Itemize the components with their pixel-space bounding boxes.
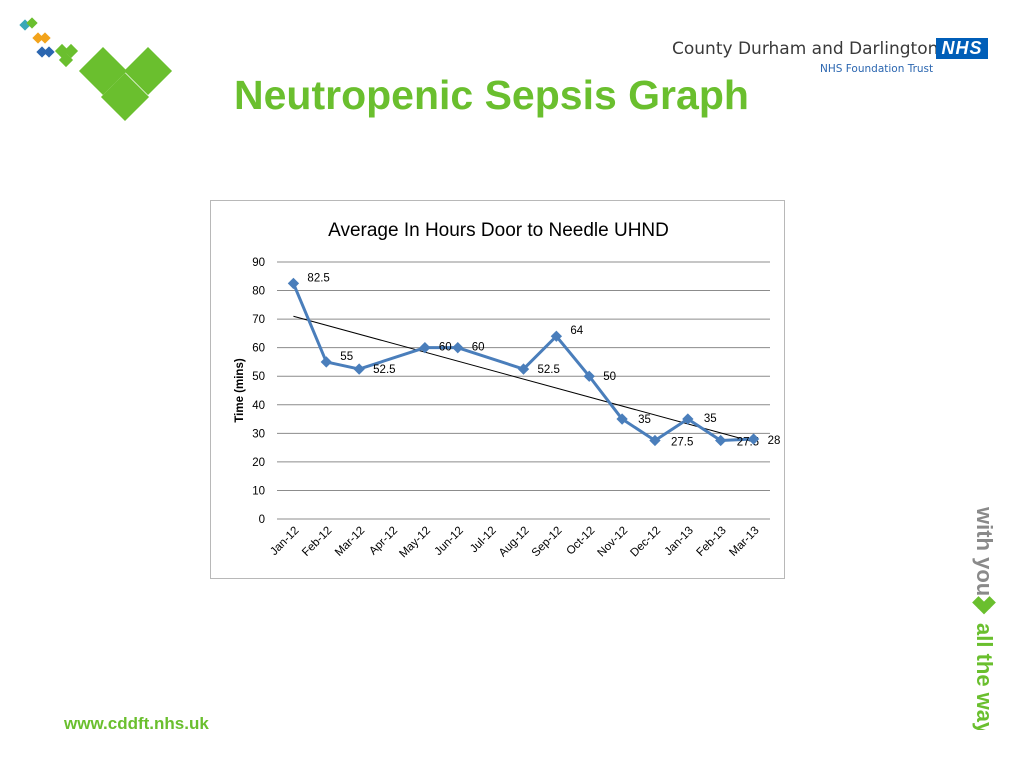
data-point <box>649 434 661 447</box>
x-tick-label: Jan-12 <box>268 525 301 558</box>
tagline-part2: all the way <box>972 623 997 730</box>
slide-title: Neutropenic Sepsis Graph <box>234 72 749 118</box>
data-point <box>550 330 563 342</box>
chart-frame: Average In Hours Door to Needle UHND 0 10 2… <box>210 200 785 579</box>
data-point <box>452 342 464 354</box>
data-point <box>616 413 628 425</box>
data-label: 35 <box>704 413 717 425</box>
data-point <box>419 342 431 354</box>
line-chart: Average In Hours Door to Needle UHND 0 10 2… <box>234 220 781 561</box>
data-label: 52.5 <box>538 364 560 376</box>
x-tick-label: Feb-12 <box>300 525 334 559</box>
y-tick-label: 10 <box>252 485 265 497</box>
y-tick-label: 0 <box>259 514 265 526</box>
x-tick-label: Dec-12 <box>628 525 663 560</box>
y-tick-label: 50 <box>252 371 265 383</box>
y-tick-label: 20 <box>252 457 265 469</box>
footer-url-link[interactable]: www.cddft.nhs.uk <box>64 714 209 733</box>
x-tick-label: Mar-12 <box>333 525 367 559</box>
data-label: 60 <box>439 342 452 354</box>
data-point <box>287 277 300 290</box>
org-name: County Durham and Darlington <box>672 39 939 59</box>
x-tick-label: Mar-13 <box>727 525 761 559</box>
data-label: 55 <box>340 351 353 363</box>
data-label: 35 <box>638 414 651 426</box>
data-point <box>353 363 365 375</box>
data-point <box>682 413 694 425</box>
tagline-heart-icon <box>972 596 996 615</box>
tagline: with you all the way <box>972 506 997 730</box>
data-label: 28 <box>768 435 781 447</box>
x-tick-label: Apr-12 <box>367 525 400 558</box>
tagline-part1: with you <box>972 506 997 596</box>
x-tick-label: Nov-12 <box>596 525 631 560</box>
org-subtitle: NHS Foundation Trust <box>820 63 934 75</box>
x-tick-label: Jan-13 <box>663 525 696 558</box>
y-tick-label: 90 <box>252 257 265 269</box>
x-tick-label: Feb-13 <box>695 525 729 559</box>
x-tick-label: Aug-12 <box>497 525 532 560</box>
x-tick-label: Oct-12 <box>564 525 597 558</box>
y-tick-label: 30 <box>252 428 265 440</box>
y-tick-label: 80 <box>252 286 265 298</box>
data-label: 50 <box>603 371 616 383</box>
x-tick-label: Jun-12 <box>433 525 466 558</box>
cddft-logo <box>19 17 173 122</box>
data-point <box>715 434 727 447</box>
x-tick-label: Jul-12 <box>468 525 499 556</box>
data-label: 52.5 <box>373 364 395 376</box>
logo-large-heart-icon <box>78 46 173 122</box>
data-point <box>747 433 760 445</box>
x-tick-label: May-12 <box>397 525 433 561</box>
y-tick-label: 40 <box>252 400 265 412</box>
data-label: 82.5 <box>307 272 329 284</box>
data-point <box>517 363 530 375</box>
y-tick-label: 70 <box>252 314 265 326</box>
chart-title: Average In Hours Door to Needle UHND <box>328 220 669 241</box>
data-point <box>583 370 595 382</box>
data-label: 60 <box>472 342 485 354</box>
data-label: 64 <box>570 325 583 337</box>
data-point <box>320 356 332 368</box>
y-tick-label: 60 <box>252 343 265 355</box>
trendline <box>293 315 754 443</box>
y-axis-label: Time (mins) <box>234 358 246 422</box>
nhs-logo-badge: NHS <box>936 38 988 59</box>
x-tick-label: Sep-12 <box>530 525 565 560</box>
data-label: 27.5 <box>671 436 693 448</box>
logo-small-hearts-icon <box>19 17 79 68</box>
